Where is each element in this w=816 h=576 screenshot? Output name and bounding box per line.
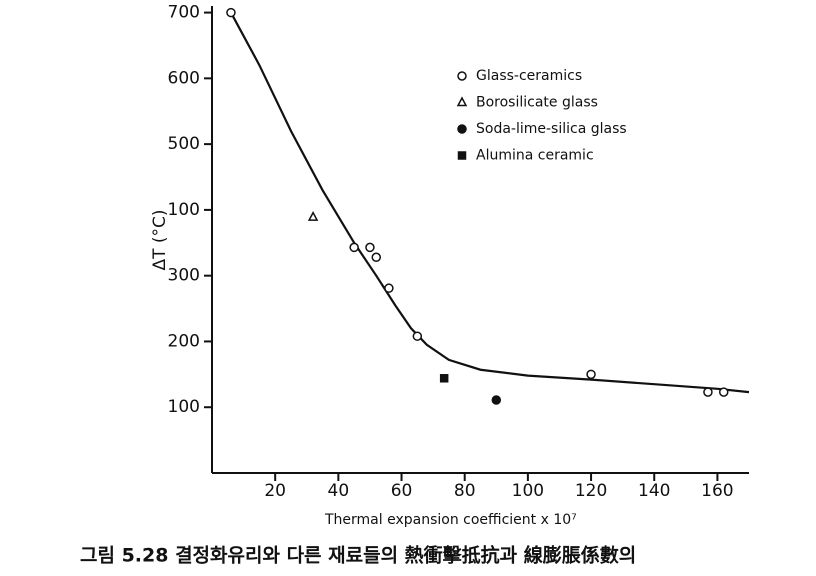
x-axis-label: Thermal expansion coefficient x 10⁷ <box>324 512 577 528</box>
point <box>586 369 596 380</box>
x-tick-label: 20 <box>264 481 286 501</box>
y-tick-label: 600 <box>168 68 200 88</box>
point <box>412 331 423 341</box>
legend-marker <box>456 96 468 107</box>
y-tick-label: 100 <box>168 397 200 417</box>
y-tick-label: 100 <box>168 200 200 220</box>
x-tick-label: 60 <box>391 481 413 501</box>
x-tick-label: 120 <box>575 481 607 501</box>
legend-marker <box>457 71 467 81</box>
y-axis-label: ΔT (°C) <box>150 209 170 270</box>
point <box>491 395 502 405</box>
point <box>703 387 713 397</box>
point <box>226 7 236 18</box>
point <box>307 211 319 221</box>
point <box>384 283 394 293</box>
legend-label: Glass-ceramics <box>476 68 582 84</box>
x-tick-label: 160 <box>701 481 733 501</box>
x-tick-label: 80 <box>454 481 476 501</box>
x-tick-label: 40 <box>328 481 350 501</box>
legend-marker <box>457 151 467 160</box>
y-tick-label: 200 <box>168 331 200 351</box>
legend-label: Borosilicate glass <box>476 95 598 111</box>
point <box>365 242 375 253</box>
point <box>371 252 382 263</box>
legend-label: Soda-lime-silica glass <box>476 121 627 137</box>
y-tick-label: 500 <box>168 134 200 154</box>
point <box>439 374 449 383</box>
legend-marker <box>457 124 467 134</box>
point <box>349 242 359 253</box>
point <box>718 387 729 397</box>
x-tick-label: 100 <box>512 481 544 501</box>
y-tick-label: 300 <box>168 266 200 286</box>
y-tick-label: 700 <box>168 3 200 23</box>
caption: 그림 5.28 결정화유리와 다른 재료들의 熱衝擊抵抗과 線膨脹係數의 <box>80 544 636 567</box>
legend-label: Alumina ceramic <box>476 148 594 164</box>
x-tick-label: 140 <box>638 481 670 501</box>
